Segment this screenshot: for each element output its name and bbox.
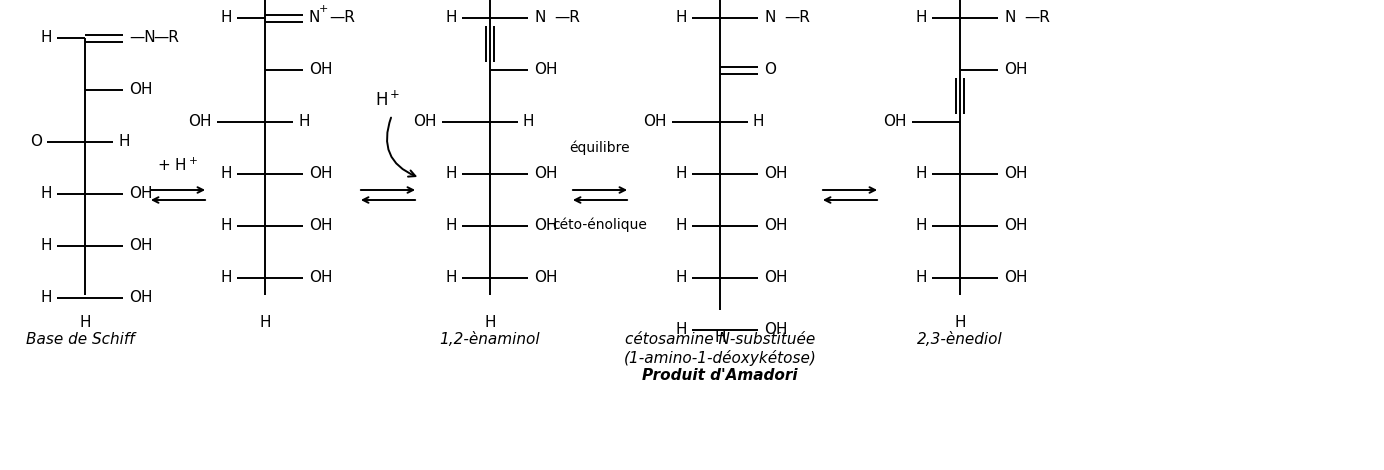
Text: H: H [298,115,310,130]
Text: H: H [220,219,233,234]
Text: H: H [915,219,927,234]
Text: OH: OH [414,115,437,130]
Text: H: H [915,166,927,181]
Text: H: H [915,271,927,285]
Text: OH: OH [534,271,558,285]
Text: OH: OH [309,166,332,181]
Text: H: H [118,134,130,149]
Text: H: H [675,166,686,181]
Text: O: O [764,63,776,78]
Text: —N: —N [129,31,155,46]
Text: H: H [675,219,686,234]
Text: cétosamine N-substituée: cétosamine N-substituée [624,332,815,347]
Text: H: H [484,315,495,330]
Text: H: H [753,115,764,130]
Text: H: H [40,238,53,253]
Text: H: H [446,271,457,285]
Text: OH: OH [309,219,332,234]
Text: OH: OH [534,166,558,181]
Text: N: N [534,10,545,25]
Text: OH: OH [534,219,558,234]
Text: H: H [40,187,53,202]
Text: —R: —R [1024,10,1050,25]
Text: H: H [675,271,686,285]
Text: OH: OH [129,238,152,253]
Text: H: H [954,315,966,330]
Text: OH: OH [129,290,152,306]
Text: OH: OH [1003,271,1027,285]
Text: H: H [446,10,457,25]
Text: OH: OH [1003,219,1027,234]
Text: (1-amino-1-déoxykétose): (1-amino-1-déoxykétose) [624,350,817,366]
Text: H: H [523,115,534,130]
Text: 2,3-ènediol: 2,3-ènediol [918,332,1003,347]
Text: OH: OH [129,83,152,97]
Text: —R: —R [554,10,580,25]
Text: H: H [259,315,271,330]
Text: OH: OH [764,219,787,234]
Text: OH: OH [1003,166,1027,181]
Text: H: H [714,330,725,345]
Text: Base de Schiff: Base de Schiff [26,332,134,347]
Text: Produit d'Amadori: Produit d'Amadori [642,368,797,384]
Text: OH: OH [309,271,332,285]
Text: H: H [220,166,233,181]
Text: H: H [446,166,457,181]
Text: + H$^+$: + H$^+$ [158,157,198,173]
Text: OH: OH [1003,63,1027,78]
Text: OH: OH [644,115,667,130]
Text: OH: OH [764,166,787,181]
Text: H: H [675,10,686,25]
Text: OH: OH [883,115,907,130]
Text: OH: OH [309,63,332,78]
Text: céto-énolique: céto-énolique [552,218,648,232]
Text: OH: OH [764,271,787,285]
Text: H: H [40,31,53,46]
Text: OH: OH [534,63,558,78]
Text: H$^+$: H$^+$ [375,90,401,110]
Text: N: N [309,10,320,25]
Text: H: H [220,271,233,285]
Text: H: H [675,322,686,337]
Text: OH: OH [764,322,787,337]
Text: H: H [220,10,233,25]
Text: OH: OH [129,187,152,202]
Text: 1,2-ènaminol: 1,2-ènaminol [440,332,540,347]
Text: O: O [30,134,42,149]
Text: N: N [1003,10,1016,25]
Text: N: N [764,10,775,25]
Text: équilibre: équilibre [570,141,630,155]
Text: —R: —R [154,31,179,46]
Text: H: H [446,219,457,234]
Text: —R: —R [329,10,354,25]
Text: H: H [915,10,927,25]
Text: OH: OH [188,115,212,130]
Text: —R: —R [783,10,810,25]
Text: +: + [318,4,328,14]
Text: H: H [79,315,91,330]
Text: H: H [40,290,53,306]
